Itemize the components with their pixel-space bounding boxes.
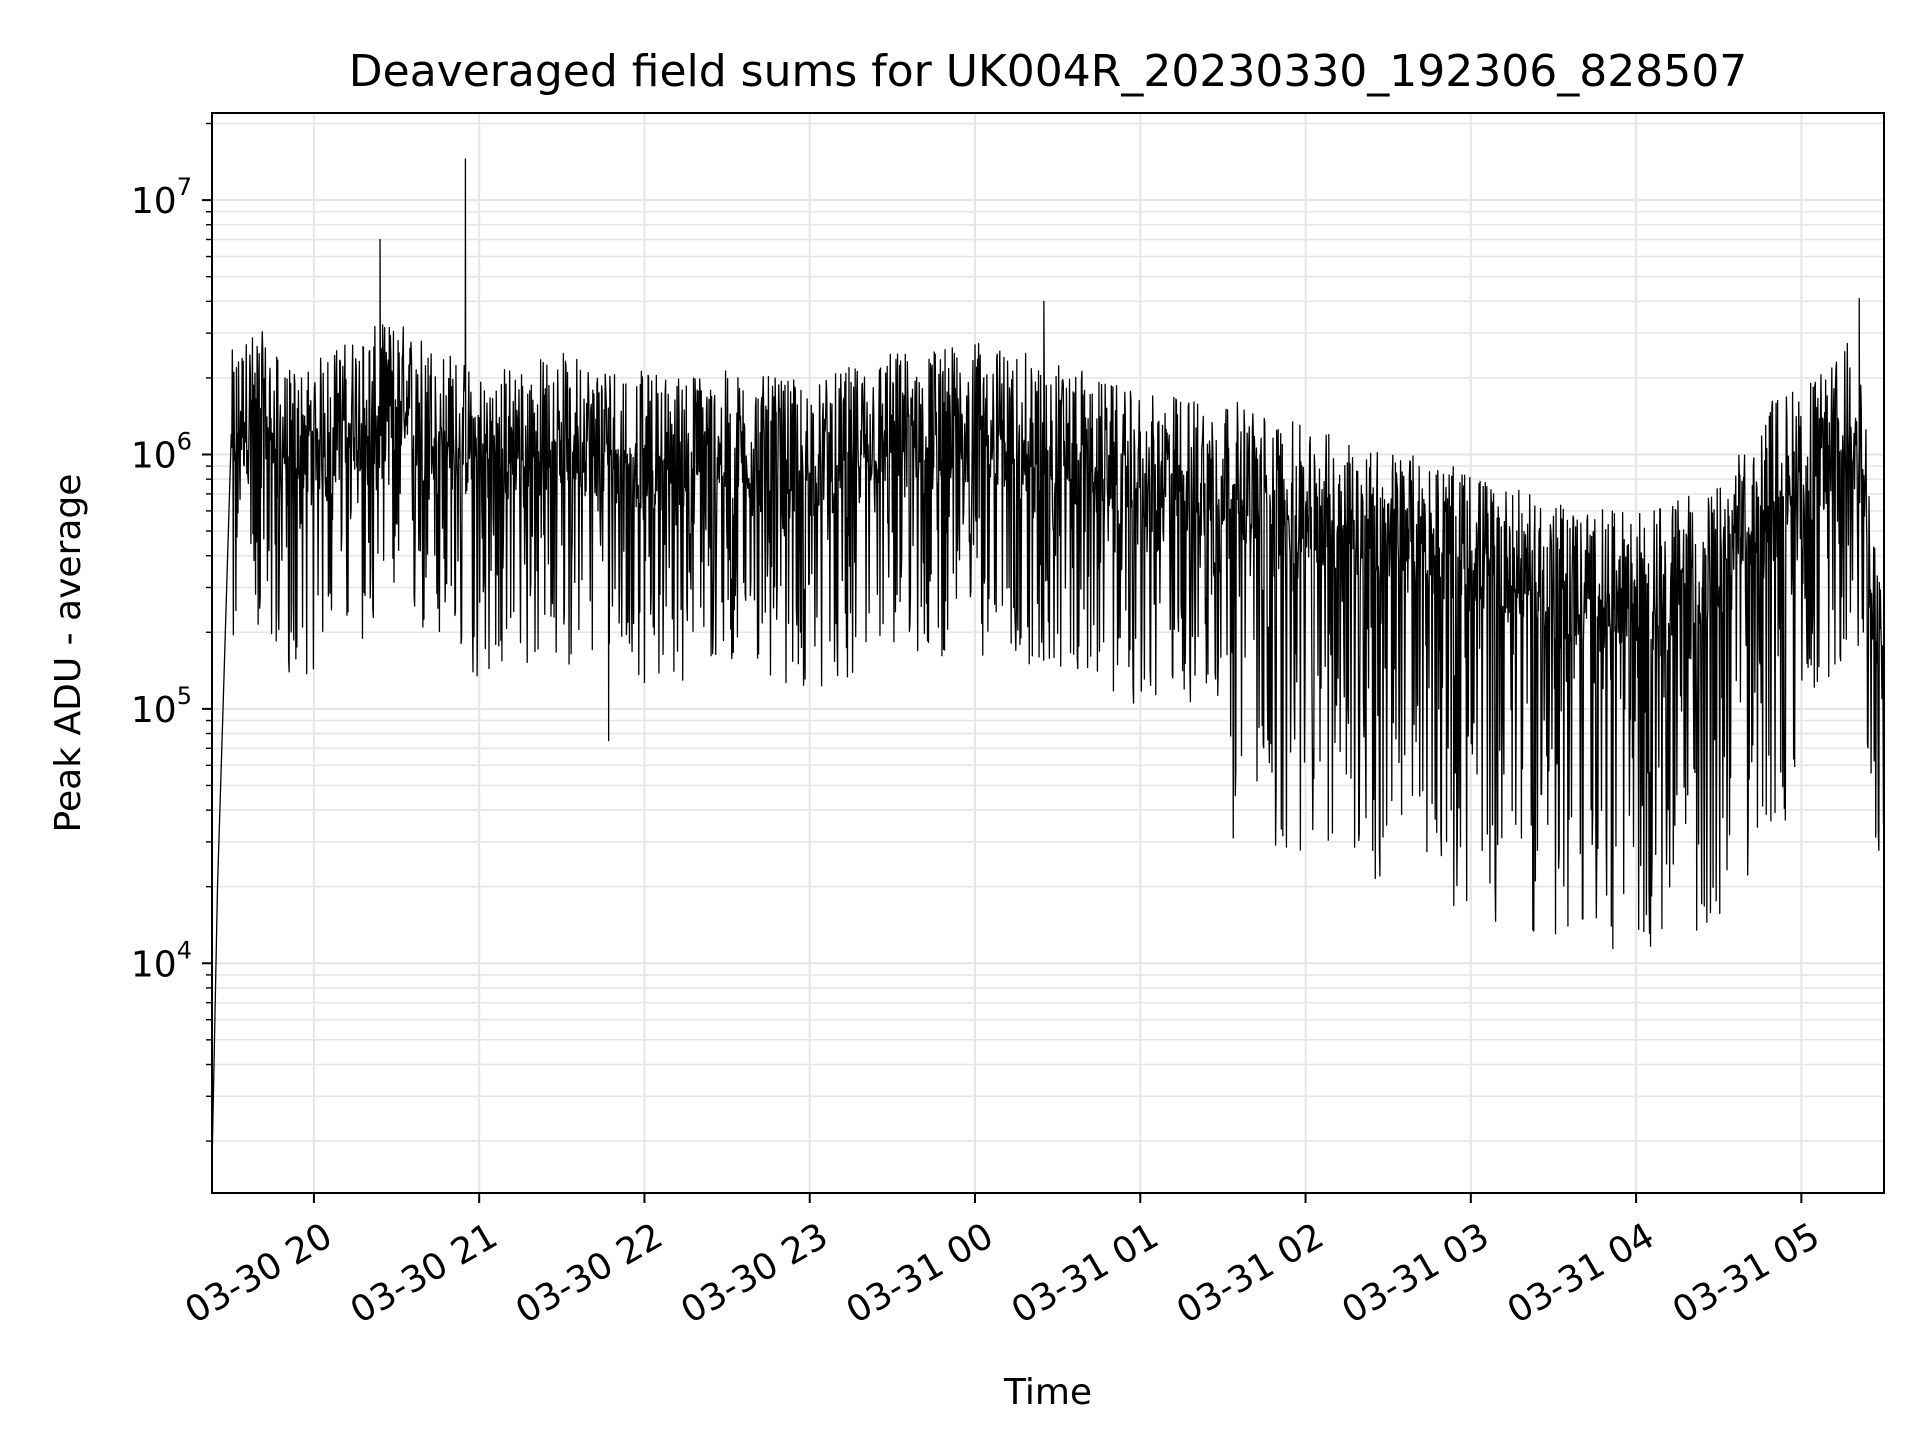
series-line bbox=[211, 158, 1885, 1166]
plot-frame bbox=[211, 112, 1885, 1194]
x-axis-label: Time bbox=[1003, 1372, 1092, 1413]
y-tick-label: 104 bbox=[131, 936, 192, 985]
chart-title: Deaveraged field sums for UK004R_2023033… bbox=[349, 46, 1747, 97]
y-tick-label: 107 bbox=[131, 173, 192, 222]
y-axis-label: Peak ADU - average bbox=[48, 474, 89, 833]
y-tick-label: 106 bbox=[131, 427, 192, 476]
y-tick-label: 105 bbox=[131, 682, 192, 731]
data-series bbox=[211, 158, 1885, 1166]
